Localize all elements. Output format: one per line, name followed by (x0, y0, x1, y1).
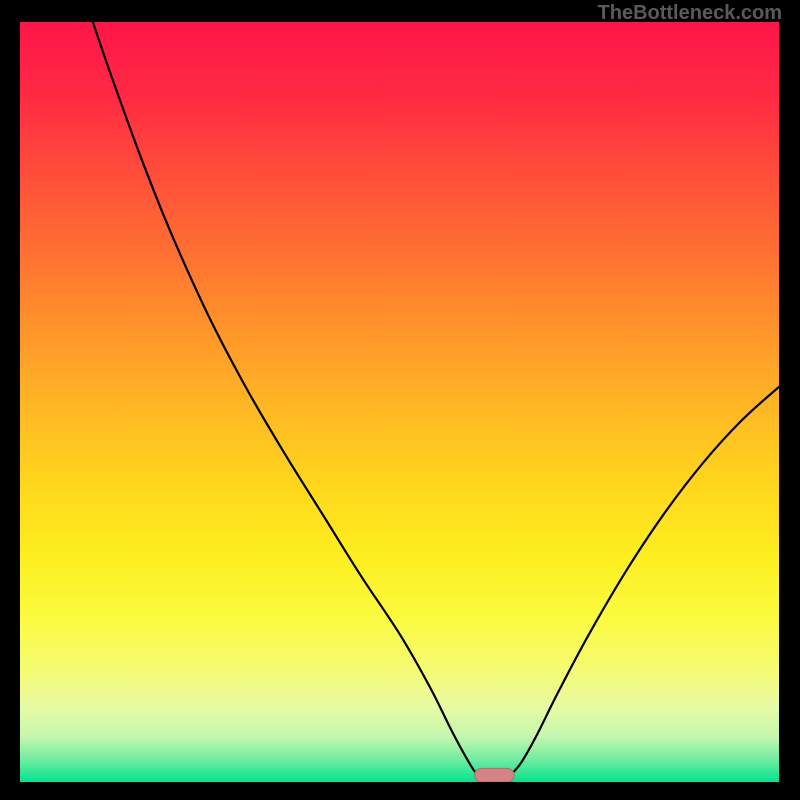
chart-root: TheBottleneck.com (0, 0, 800, 800)
plot-area (20, 22, 779, 782)
watermark-text: TheBottleneck.com (598, 2, 782, 25)
chart-svg (20, 22, 779, 782)
sweet-spot-marker (475, 768, 514, 782)
